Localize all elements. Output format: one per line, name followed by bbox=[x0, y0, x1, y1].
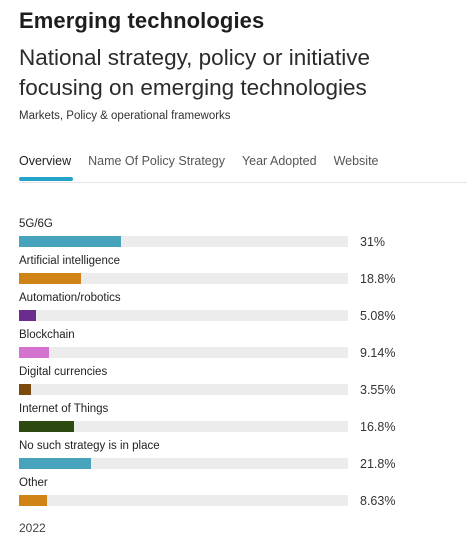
tab-year-adopted[interactable]: Year Adopted bbox=[242, 154, 317, 182]
bar-chart: 5G/6G 31% Artificial intelligence 18.8% Auto… bbox=[19, 215, 459, 511]
tab-overview-label: Overview bbox=[19, 154, 72, 168]
bar-track bbox=[19, 236, 348, 247]
chart-row: Internet of Things 16.8% bbox=[19, 400, 459, 437]
tab-year-adopted-label: Year Adopted bbox=[241, 154, 317, 168]
chart-row: No such strategy is in place 21.8% bbox=[19, 437, 459, 474]
bar bbox=[19, 458, 91, 469]
chart-row: Automation/robotics 5.08% bbox=[19, 289, 459, 326]
bar bbox=[19, 273, 81, 284]
category-label: Digital currencies bbox=[19, 366, 108, 378]
value-label: 31% bbox=[360, 235, 386, 249]
tab-name-of-policy-strategy-label: Name Of Policy Strategy bbox=[88, 154, 225, 168]
bar bbox=[19, 236, 121, 247]
bar-track bbox=[19, 310, 348, 321]
bar-track bbox=[19, 421, 348, 432]
category-label: Other bbox=[19, 477, 48, 489]
bar-track bbox=[19, 495, 348, 506]
value-label: 5.08% bbox=[360, 309, 396, 323]
footer-year: 2022 bbox=[19, 521, 46, 535]
tab-name-of-policy-strategy[interactable]: Name Of Policy Strategy bbox=[88, 154, 225, 182]
tab-overview[interactable]: Overview bbox=[19, 154, 73, 182]
bar-track bbox=[19, 347, 348, 358]
chart-row: 5G/6G 31% bbox=[19, 215, 459, 252]
bar bbox=[19, 347, 50, 358]
value-label: 18.8% bbox=[360, 272, 396, 286]
category-label: Artificial intelligence bbox=[19, 255, 120, 267]
chart-row: Other 8.63% bbox=[19, 474, 459, 511]
tab-website[interactable]: Website bbox=[334, 154, 379, 182]
chart-row: Artificial intelligence 18.8% bbox=[19, 252, 459, 289]
tab-bar: Overview Name Of Policy Strategy Year Ad… bbox=[19, 154, 396, 182]
bar-track bbox=[19, 273, 348, 284]
section-caption: Markets, Policy & operational frameworks bbox=[19, 110, 231, 122]
active-tab-indicator bbox=[19, 177, 73, 181]
chart-row: Blockchain 9.14% bbox=[19, 326, 459, 363]
tab-website-label: Website bbox=[333, 154, 379, 168]
bar bbox=[19, 495, 48, 506]
category-label: Automation/robotics bbox=[19, 292, 121, 304]
value-label: 21.8% bbox=[360, 457, 396, 471]
value-label: 3.55% bbox=[360, 383, 396, 397]
value-label: 8.63% bbox=[360, 494, 396, 508]
category-label: No such strategy is in place bbox=[19, 440, 160, 452]
bar bbox=[19, 384, 31, 395]
category-label: Blockchain bbox=[19, 329, 75, 341]
category-label: Internet of Things bbox=[19, 403, 109, 415]
page-subtitle: National strategy, policy or initiative … bbox=[19, 45, 370, 100]
page-title: Emerging technologies bbox=[19, 8, 265, 33]
category-label: 5G/6G bbox=[19, 218, 53, 230]
value-label: 9.14% bbox=[360, 346, 396, 360]
bar bbox=[19, 310, 36, 321]
chart-row: Digital currencies 3.55% bbox=[19, 363, 459, 400]
value-label: 16.8% bbox=[360, 420, 396, 434]
bar bbox=[19, 421, 75, 432]
bar-track bbox=[19, 384, 348, 395]
bar-track bbox=[19, 458, 348, 469]
tabs-divider bbox=[19, 182, 467, 183]
